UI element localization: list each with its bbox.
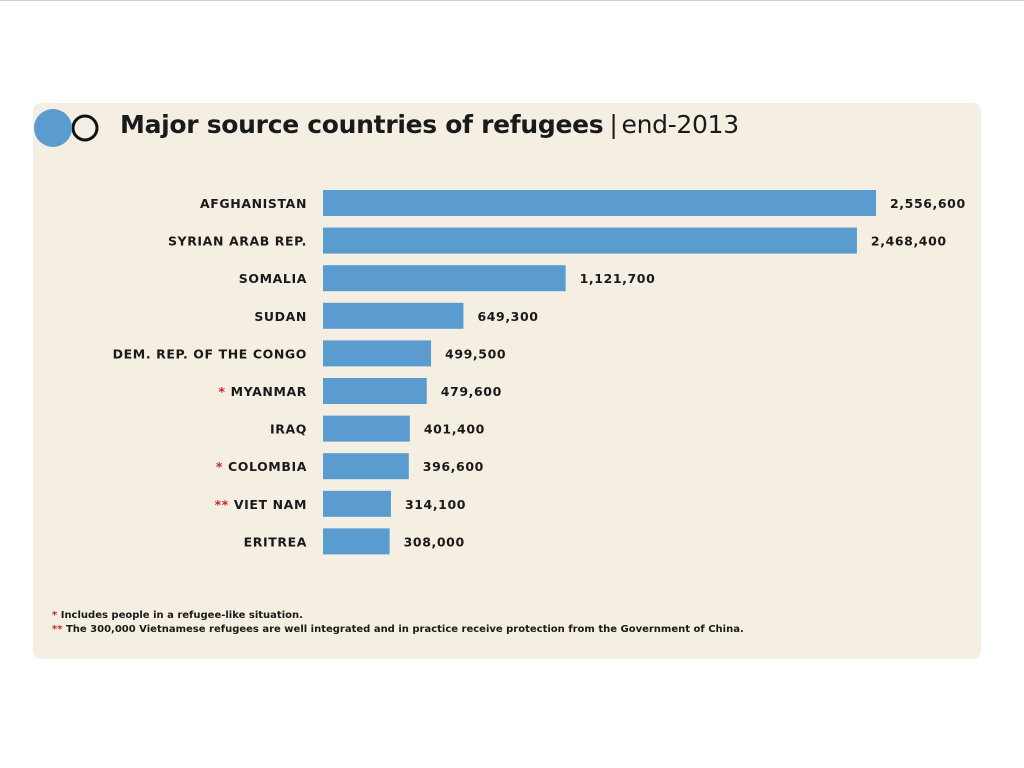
title-separator: | xyxy=(609,110,618,139)
category-label-colombia: * COLOMBIA xyxy=(216,459,307,474)
chart-title-block: Major source countries of refugees | end-2… xyxy=(120,110,739,139)
category-name: SUDAN xyxy=(254,309,307,324)
category-name: DEM. REP. OF THE CONGO xyxy=(113,346,307,361)
category-name: ERITREA xyxy=(244,534,307,549)
bar-afghanistan xyxy=(323,190,876,216)
value-label-dem-rep-of-the-congo: 499,500 xyxy=(445,346,506,361)
category-label-syrian-arab-rep: SYRIAN ARAB REP. xyxy=(168,234,307,249)
footnote-1-text: Includes people in a refugee-like situat… xyxy=(60,610,303,621)
value-label-eritrea: 308,000 xyxy=(404,534,465,549)
category-name: AFGHANISTAN xyxy=(200,196,307,211)
value-label-iraq: 401,400 xyxy=(424,422,485,437)
category-label-iraq: IRAQ xyxy=(270,422,307,437)
category-label-myanmar: * MYANMAR xyxy=(219,384,307,399)
value-label-sudan: 649,300 xyxy=(477,309,538,324)
value-label-afghanistan: 2,556,600 xyxy=(890,196,966,211)
category-label-dem-rep-of-the-congo: DEM. REP. OF THE CONGO xyxy=(113,346,307,361)
footnote-marker: ** xyxy=(215,497,234,512)
category-name: IRAQ xyxy=(270,422,307,437)
bar-syrian-arab-rep xyxy=(323,227,857,254)
bar-iraq xyxy=(323,415,410,442)
value-label-colombia: 396,600 xyxy=(423,459,484,474)
bar-myanmar xyxy=(323,378,427,404)
value-label-myanmar: 479,600 xyxy=(441,384,502,399)
bar-colombia xyxy=(323,453,409,480)
value-label-viet-nam: 314,100 xyxy=(405,497,466,512)
category-name: VIET NAM xyxy=(234,497,307,512)
category-name: MYANMAR xyxy=(231,384,307,399)
bar-viet-nam xyxy=(323,490,391,517)
footnote-2: ** The 300,000 Vietnamese refugees are w… xyxy=(52,623,744,637)
bar-somalia xyxy=(323,265,566,292)
category-label-viet-nam: ** VIET NAM xyxy=(215,497,307,512)
category-label-afghanistan: AFGHANISTAN xyxy=(200,196,307,211)
bar-sudan xyxy=(323,302,464,329)
top-border-line xyxy=(0,0,1024,1)
category-label-eritrea: ERITREA xyxy=(244,534,307,549)
footnote-1: * Includes people in a refugee-like situ… xyxy=(52,609,744,623)
bar-dem-rep-of-the-congo xyxy=(323,340,432,367)
footnote-1-marker: * xyxy=(52,610,58,621)
category-label-sudan: SUDAN xyxy=(254,309,307,324)
value-label-syrian-arab-rep: 2,468,400 xyxy=(871,234,947,249)
chart-subtitle: end-2013 xyxy=(621,110,740,139)
category-name: SYRIAN ARAB REP. xyxy=(168,234,307,249)
filled-and-outline-circles-icon xyxy=(34,109,99,147)
footnote-marker: * xyxy=(219,384,231,399)
footnote-2-text: The 300,000 Vietnamese refugees are well… xyxy=(65,624,744,635)
category-label-somalia: SOMALIA xyxy=(239,271,307,286)
chart-title: Major source countries of refugees xyxy=(120,110,604,139)
value-label-somalia: 1,121,700 xyxy=(580,271,656,286)
footnotes: * Includes people in a refugee-like situ… xyxy=(52,609,744,637)
category-name: COLOMBIA xyxy=(228,459,307,474)
footnote-2-marker: ** xyxy=(52,624,63,635)
category-name: SOMALIA xyxy=(239,271,307,286)
bar-eritrea xyxy=(323,528,390,555)
footnote-marker: * xyxy=(216,459,228,474)
